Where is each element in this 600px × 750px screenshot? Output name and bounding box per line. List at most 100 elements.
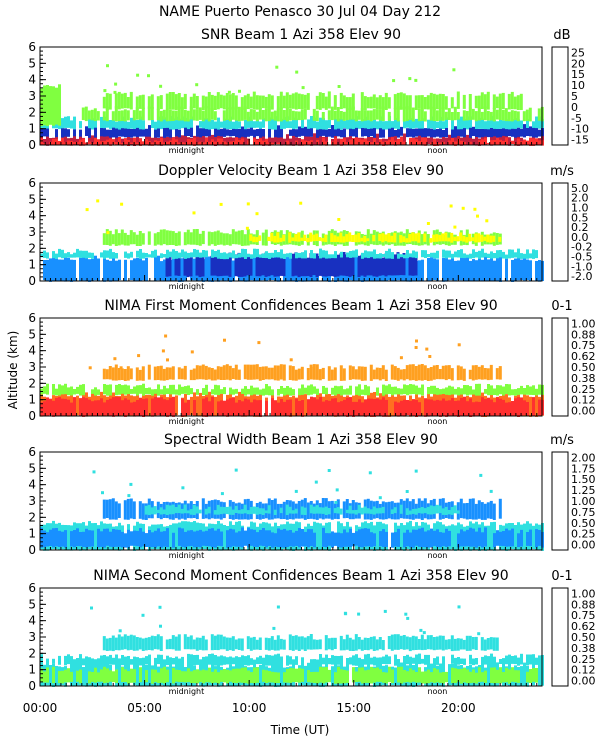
data-cell	[376, 657, 379, 666]
data-cell	[70, 531, 73, 547]
data-cell	[463, 667, 466, 683]
data-cell	[108, 499, 112, 520]
data-cell	[456, 91, 460, 109]
data-cell	[318, 92, 322, 110]
data-cell	[286, 116, 289, 128]
data-cell	[175, 139, 178, 145]
data-cell	[205, 256, 208, 282]
y-tick-label: 3	[28, 89, 36, 103]
data-cell	[373, 656, 376, 666]
data-cell	[79, 250, 82, 258]
data-cell	[151, 250, 154, 258]
data-cell	[405, 95, 409, 110]
data-cell	[177, 231, 181, 246]
data-cell	[85, 663, 88, 687]
data-cell	[160, 654, 163, 664]
data-cell	[420, 234, 424, 246]
data-cell	[382, 384, 385, 396]
data-cell	[481, 128, 484, 138]
data-cell	[348, 97, 352, 110]
y-tick-label: 4	[28, 344, 36, 358]
data-cell	[237, 252, 241, 277]
data-cell	[414, 366, 418, 381]
data-cell	[154, 255, 157, 282]
data-cell	[501, 92, 505, 110]
speckle	[414, 78, 418, 82]
data-cell	[484, 252, 487, 258]
data-cell	[409, 253, 412, 258]
data-cell	[363, 506, 367, 514]
data-cell	[91, 118, 94, 130]
data-cell	[160, 137, 163, 146]
data-cell	[306, 368, 310, 381]
data-cell	[274, 136, 277, 145]
data-cell	[223, 137, 226, 145]
data-cell	[184, 531, 187, 548]
speckle	[485, 219, 489, 223]
data-cell	[502, 386, 505, 396]
data-cell	[196, 249, 199, 258]
data-cell	[259, 400, 262, 417]
data-cell	[454, 135, 457, 146]
data-cell	[217, 528, 220, 546]
data-cell	[313, 659, 316, 666]
data-cell	[96, 111, 100, 121]
data-cell	[267, 253, 271, 277]
data-cell	[202, 531, 205, 546]
data-cell	[169, 657, 172, 665]
data-cell	[414, 233, 418, 242]
data-cell	[378, 255, 382, 276]
data-cell	[346, 388, 349, 395]
data-cell	[100, 531, 103, 547]
data-cell	[259, 389, 262, 395]
data-cell	[180, 97, 184, 110]
data-cell	[259, 665, 262, 687]
speckle	[425, 347, 429, 351]
data-cell	[430, 142, 433, 146]
data-cell	[199, 659, 202, 666]
data-cell	[231, 93, 235, 110]
data-cell	[252, 91, 256, 110]
data-cell	[276, 108, 280, 122]
data-cell	[415, 128, 418, 137]
data-cell	[91, 658, 94, 666]
data-cell	[289, 399, 292, 417]
data-cell	[481, 656, 484, 665]
data-cell	[426, 506, 430, 515]
data-cell	[115, 142, 118, 145]
data-cell	[309, 253, 313, 277]
data-cell	[469, 654, 472, 665]
data-cell	[133, 386, 136, 394]
data-cell	[46, 532, 49, 547]
data-cell	[399, 504, 403, 514]
data-cell	[210, 255, 214, 276]
data-cell	[88, 259, 91, 282]
data-cell	[156, 634, 160, 650]
data-cell	[139, 658, 142, 666]
data-cell	[163, 531, 166, 547]
data-cell	[349, 134, 352, 145]
data-cell	[538, 260, 541, 282]
data-cell	[297, 368, 301, 380]
data-cell	[253, 659, 256, 665]
data-cell	[213, 111, 217, 121]
data-cell	[324, 234, 328, 243]
speckle	[137, 354, 141, 358]
data-cell	[123, 232, 127, 246]
data-cell	[166, 120, 169, 128]
data-cell	[277, 125, 280, 138]
data-cell	[247, 655, 250, 666]
data-cell	[157, 255, 160, 281]
data-cell	[412, 384, 415, 394]
speckle	[106, 231, 110, 235]
data-cell	[408, 510, 412, 515]
data-cell	[223, 656, 226, 665]
colorbar-label: 1.25	[571, 484, 596, 497]
data-cell	[159, 507, 163, 515]
data-cell	[484, 655, 487, 665]
data-cell	[148, 125, 151, 137]
data-cell	[76, 670, 79, 682]
data-cell	[310, 125, 313, 137]
speckle	[489, 489, 493, 493]
midnight-marker: midnight	[169, 282, 205, 291]
